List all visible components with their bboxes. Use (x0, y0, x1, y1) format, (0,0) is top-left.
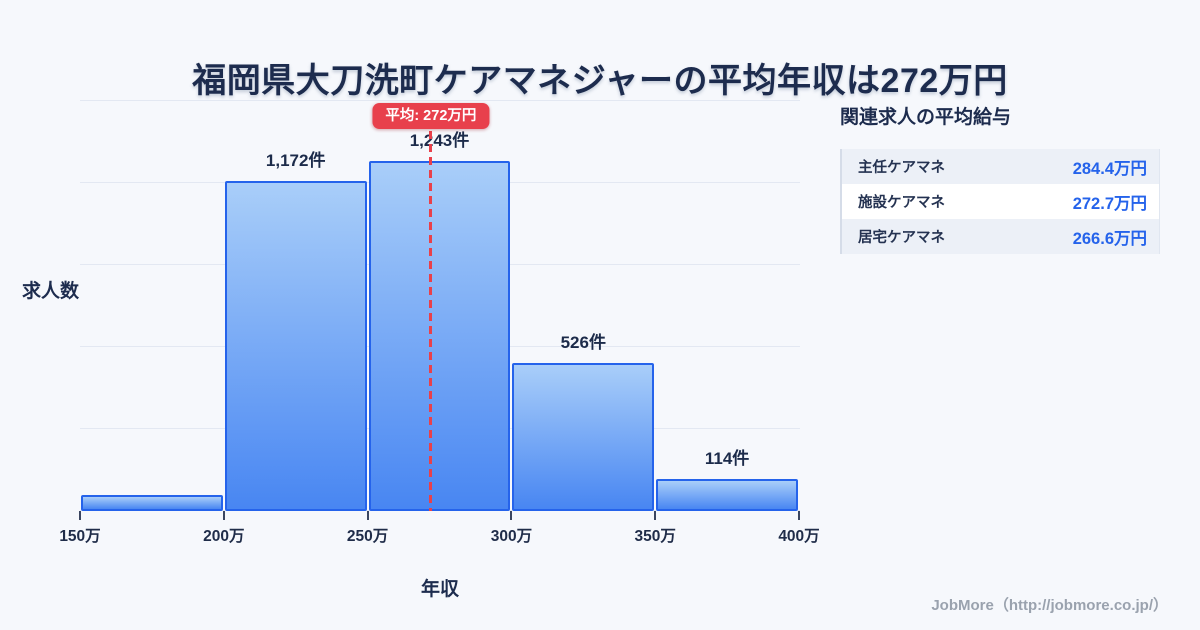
histogram-bar (81, 494, 223, 511)
bar-count-label: 114件 (704, 448, 750, 468)
related-panel-title: 関連求人の平均給与 (840, 107, 1012, 128)
related-jobs-panel: 関連求人の平均給与 主任ケアマネ 284.4万円 施設ケアマネ 272.7万円 … (840, 102, 1160, 254)
salary-histogram: 求人数 年収 1,172件 1,243件 526件 114件 150万 200万 250万 3… (22, 100, 820, 600)
x-axis-label: 年収 (420, 579, 459, 600)
related-salary-table: 主任ケアマネ 284.4万円 施設ケアマネ 272.7万円 居宅ケアマネ 266… (840, 149, 1160, 254)
table-row: 居宅ケアマネ 266.6万円 (842, 219, 1159, 254)
x-axis-tick-label: 150万 (59, 528, 101, 545)
source-credit: JobMore（http://jobmore.co.jp/） (931, 597, 1168, 614)
x-axis-tick-label: 350万 (634, 528, 676, 545)
bar-count-label: 1,243件 (409, 131, 470, 150)
table-row: 施設ケアマネ 272.7万円 (842, 184, 1159, 219)
salary-value: 266.6万円 (1072, 229, 1147, 248)
x-axis-tick-label: 300万 (490, 528, 533, 545)
table-row: 主任ケアマネ 284.4万円 (842, 149, 1159, 184)
job-type-label: 施設ケアマネ (858, 195, 945, 211)
x-axis-tick-label: 200万 (203, 528, 245, 545)
gridline (80, 100, 800, 101)
x-axis-tick-label: 250万 (346, 528, 389, 545)
x-axis-tick (222, 511, 225, 520)
histogram-bar (512, 362, 655, 511)
x-axis-tick (79, 511, 81, 520)
y-axis-label: 求人数 (22, 281, 80, 302)
histogram-bar (368, 161, 511, 511)
job-type-label: 居宅ケアマネ (858, 230, 945, 246)
x-axis-tick (510, 511, 513, 520)
histogram-bar (224, 180, 367, 511)
job-type-label: 主任ケアマネ (858, 160, 945, 176)
bar-count-label: 526件 (560, 332, 606, 352)
salary-value: 284.4万円 (1072, 159, 1147, 178)
mean-badge: 平均: 272万円 (372, 103, 490, 129)
x-axis-tick (654, 511, 657, 520)
mean-line (429, 131, 433, 511)
x-axis-tick (798, 511, 800, 520)
bar-count-label: 1,172件 (265, 150, 326, 170)
x-axis-tick (366, 511, 369, 520)
page-title: 福岡県大刀洗町ケアマネジャーの平均年収は272万円 (192, 61, 1008, 100)
x-axis-tick-label: 400万 (778, 528, 820, 545)
histogram-bar (656, 478, 798, 511)
salary-value: 272.7万円 (1072, 194, 1147, 213)
